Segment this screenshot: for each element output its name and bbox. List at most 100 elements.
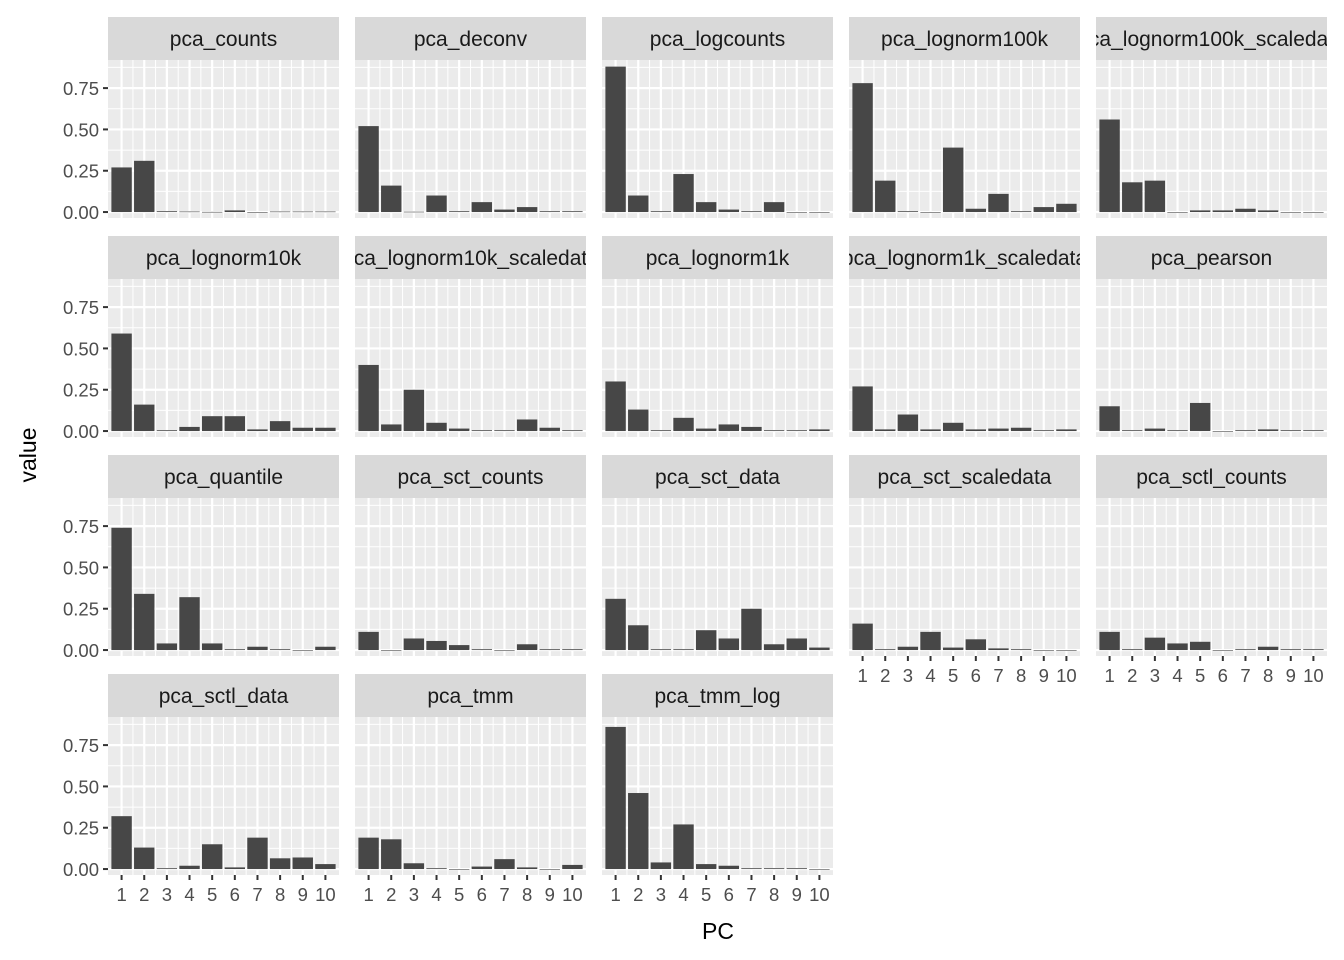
bar	[426, 640, 447, 651]
bar	[628, 793, 649, 870]
bar	[650, 211, 672, 213]
y-tick-label: 0.75	[63, 516, 99, 537]
bar	[426, 195, 447, 213]
bar	[471, 649, 493, 651]
bar	[1189, 402, 1211, 432]
bar	[448, 211, 470, 213]
x-tick-label: 3	[1150, 665, 1160, 686]
bar	[741, 608, 762, 651]
bar	[1235, 208, 1256, 213]
facet-strip	[355, 17, 586, 60]
y-tick-label: 0.25	[63, 161, 99, 182]
bar	[1010, 427, 1032, 432]
bar	[897, 414, 919, 432]
facet-panel: pca_lognorm10k_scaledata	[355, 236, 586, 437]
bar	[315, 646, 336, 651]
bar	[650, 430, 672, 432]
bar	[539, 649, 560, 651]
bar	[920, 631, 941, 651]
bar	[516, 867, 538, 870]
x-tick-label: 8	[1016, 665, 1026, 686]
bar	[403, 638, 425, 651]
bar	[897, 211, 919, 213]
facet-panel: pca_lognorm100k	[849, 17, 1080, 218]
facet-panel: pca_tmm 1 2 3 4 5 6 7 8 9 10	[355, 674, 586, 905]
x-tick-label: 1	[857, 665, 867, 686]
bar	[650, 649, 672, 651]
bar	[1212, 210, 1234, 213]
facet-strip	[108, 455, 339, 498]
bar	[247, 837, 268, 870]
bar	[269, 858, 291, 870]
y-tick-label: 0.25	[63, 599, 99, 620]
y-tick-label: 0.75	[63, 297, 99, 318]
bar	[1280, 430, 1301, 432]
x-tick-label: 2	[880, 665, 890, 686]
bar	[1056, 650, 1077, 651]
x-tick-label: 4	[184, 884, 194, 905]
strip-label: pca_counts	[170, 28, 277, 51]
facet-panel: pca_counts 0.00 0.25 0.50 0.75	[63, 17, 339, 223]
bar	[605, 726, 626, 870]
facet-panel: pca_logcounts	[602, 17, 833, 218]
bar	[292, 211, 313, 213]
bar	[111, 527, 132, 651]
bar	[201, 844, 223, 870]
bar	[269, 211, 291, 213]
bar	[156, 868, 178, 870]
bar	[1280, 649, 1301, 651]
facet-strip	[355, 674, 586, 717]
bar	[471, 202, 493, 213]
y-tick-label: 0.00	[63, 640, 99, 661]
facet-strip	[849, 17, 1080, 60]
bar	[358, 631, 379, 651]
y-tick-label: 0.50	[63, 338, 99, 359]
bar	[448, 645, 470, 651]
bar	[942, 422, 964, 432]
bar	[381, 424, 402, 432]
bar	[426, 422, 447, 432]
bar	[269, 649, 291, 651]
x-tick-label: 8	[1263, 665, 1273, 686]
x-tick-label: 5	[948, 665, 958, 686]
x-tick-label: 9	[298, 884, 308, 905]
bar	[852, 83, 873, 213]
bar	[786, 212, 807, 213]
strip-label: pca_logcounts	[650, 28, 785, 51]
x-tick-label: 8	[275, 884, 285, 905]
y-tick-label: 0.50	[63, 776, 99, 797]
bar	[562, 211, 583, 213]
bar	[179, 426, 200, 432]
x-tick-label: 4	[925, 665, 935, 686]
bar	[224, 867, 246, 870]
bar	[562, 864, 583, 870]
bar	[224, 210, 246, 213]
strip-label: pca_pearson	[1151, 247, 1272, 270]
bar	[1144, 428, 1166, 432]
bar	[292, 427, 313, 432]
y-tick-label: 0.00	[63, 859, 99, 880]
bar	[1257, 210, 1279, 213]
x-tick-label: 1	[1104, 665, 1114, 686]
bar	[965, 639, 987, 651]
bar	[875, 649, 896, 651]
facet-strip	[355, 455, 586, 498]
bar	[224, 649, 246, 651]
facet-strip	[849, 236, 1080, 279]
bar	[741, 211, 762, 213]
x-tick-label: 2	[139, 884, 149, 905]
bar	[988, 193, 1009, 213]
bar	[179, 211, 200, 213]
bar	[448, 428, 470, 432]
bar	[852, 623, 873, 651]
bar	[718, 638, 740, 651]
bar	[965, 208, 987, 213]
x-tick-label: 2	[386, 884, 396, 905]
y-tick-label: 0.25	[63, 818, 99, 839]
bar	[134, 160, 155, 213]
facet-strip	[602, 17, 833, 60]
facet-strip	[849, 455, 1080, 498]
bar	[1303, 212, 1324, 213]
x-tick-label: 10	[1303, 665, 1324, 686]
